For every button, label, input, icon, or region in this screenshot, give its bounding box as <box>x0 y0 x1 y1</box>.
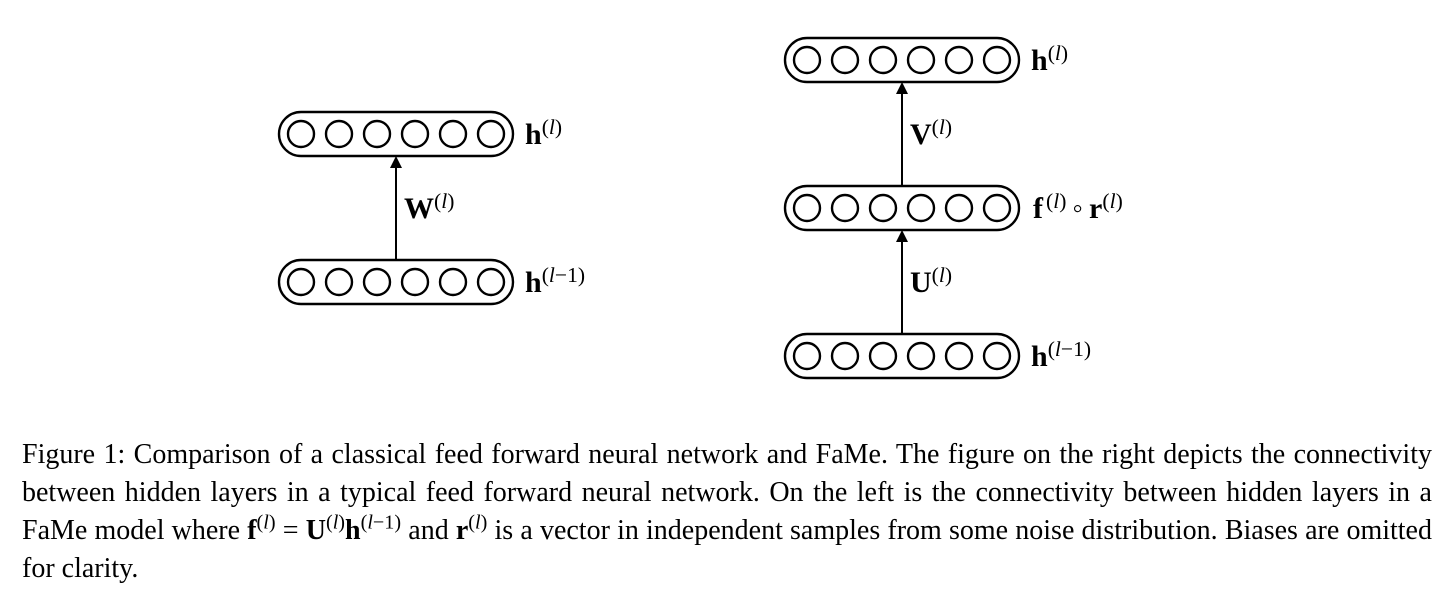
figure: h(l) h(l−1) W(l) h(l) f(l)◦r(l) h(l−1) V(l) U(l… <box>0 0 1454 430</box>
neuron <box>440 269 466 295</box>
layer-label: h(l−1) <box>525 263 585 299</box>
neuron <box>870 195 896 221</box>
caption-prefix: Figure 1: <box>22 439 134 470</box>
caption-r: r(l) <box>456 515 487 546</box>
neuron <box>364 121 390 147</box>
neuron <box>832 47 858 73</box>
neuron <box>870 343 896 369</box>
figure-caption: Figure 1: Comparison of a classical feed… <box>22 436 1432 588</box>
layer-label: f(l)◦r(l) <box>1033 189 1123 225</box>
arrowhead-icon <box>896 230 908 242</box>
page: h(l)h(l−1)W(l)h(l)f(l)◦r(l)h(l−1)V(l)U(l… <box>0 0 1454 596</box>
eq-h-sup: (l−1) <box>361 512 402 534</box>
eq-U-sup: (l) <box>326 512 345 534</box>
arrowhead-icon <box>896 82 908 94</box>
neuron <box>908 195 934 221</box>
neuron <box>794 47 820 73</box>
neuron <box>984 195 1010 221</box>
neuron <box>288 121 314 147</box>
neuron <box>908 47 934 73</box>
neuron <box>364 269 390 295</box>
eq-f-sup: (l) <box>257 512 276 534</box>
layer-label: h(l) <box>525 115 562 151</box>
neuron <box>794 195 820 221</box>
neuron <box>288 269 314 295</box>
diagram-svg: h(l) h(l−1) W(l) h(l) f(l)◦r(l) h(l−1) V(l) U(l… <box>0 0 1454 430</box>
neuron <box>478 269 504 295</box>
caption-equation: f(l) = U(l)h(l−1) <box>247 515 401 546</box>
neuron <box>832 343 858 369</box>
neuron <box>794 343 820 369</box>
layer-label: h(l) <box>1031 41 1068 77</box>
neuron <box>984 47 1010 73</box>
neuron <box>832 195 858 221</box>
edge-label: U(l) <box>910 263 952 299</box>
eq-r: r <box>456 515 468 546</box>
neuron <box>326 121 352 147</box>
neuron <box>908 343 934 369</box>
eq-eq: = <box>276 515 306 546</box>
eq-f: f <box>247 515 256 546</box>
layer-label: h(l−1) <box>1031 337 1091 373</box>
neuron <box>440 121 466 147</box>
neuron <box>946 195 972 221</box>
arrowhead-icon <box>390 156 402 168</box>
neuron <box>946 47 972 73</box>
edge-label: W(l) <box>404 189 454 225</box>
caption-text-2: and <box>401 515 456 546</box>
neuron <box>946 343 972 369</box>
neuron <box>402 121 428 147</box>
neuron <box>326 269 352 295</box>
eq-U: U <box>306 515 326 546</box>
neuron <box>870 47 896 73</box>
eq-r-sup: (l) <box>468 512 487 534</box>
neuron <box>402 269 428 295</box>
neuron <box>984 343 1010 369</box>
eq-h: h <box>345 515 361 546</box>
edge-label: V(l) <box>910 115 952 151</box>
neuron <box>478 121 504 147</box>
